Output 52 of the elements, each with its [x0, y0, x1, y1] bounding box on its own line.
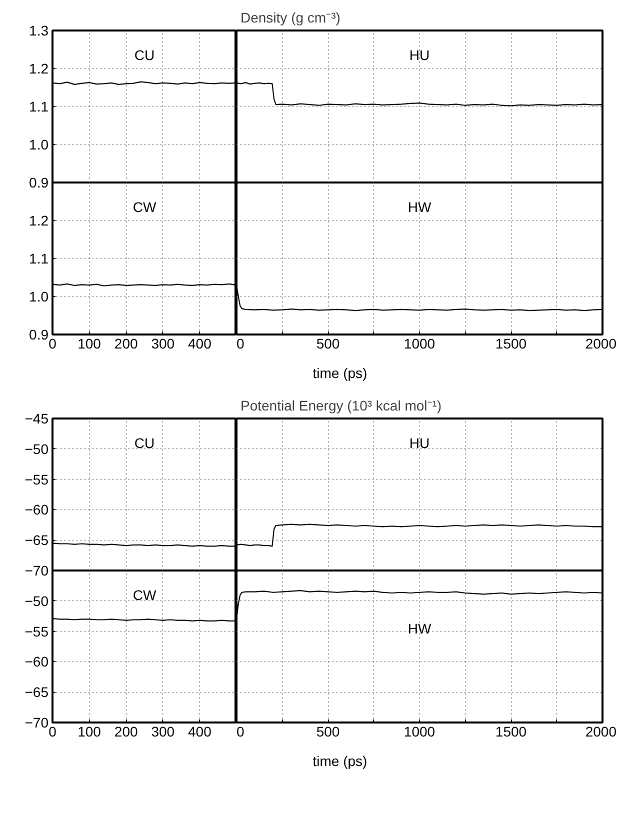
- x-tick-label: 0: [236, 724, 244, 740]
- y-tick-label: −55: [24, 623, 49, 640]
- x-axis-title: time (ps): [312, 752, 368, 771]
- y-tick-label: 1.2: [29, 60, 49, 76]
- annotation: HU: [409, 46, 430, 63]
- x-tick-label: 200: [114, 336, 138, 352]
- y-tick-label: −70: [24, 714, 49, 730]
- annotation: HW: [408, 620, 432, 636]
- chart-title: Density (g cm⁻³): [240, 10, 340, 26]
- x-tick-label: 300: [151, 336, 175, 352]
- x-tick-label: 100: [78, 724, 102, 740]
- y-tick-label: −45: [24, 410, 49, 426]
- y-tick-label: −70: [24, 562, 49, 578]
- x-tick-label: 1000: [404, 724, 436, 740]
- x-tick-label: 400: [188, 336, 212, 352]
- x-tick-label: 1000: [404, 336, 436, 352]
- x-tick-label: 1500: [495, 724, 527, 740]
- x-tick-label: 400: [188, 724, 212, 740]
- x-tick-label: 2000: [585, 724, 617, 740]
- x-tick-label: 0: [236, 336, 244, 352]
- x-tick-label: 2000: [585, 336, 617, 352]
- y-tick-label: −60: [24, 502, 49, 518]
- x-tick-label: 500: [316, 336, 340, 352]
- annotation: CW: [132, 198, 157, 215]
- x-tick-label: 500: [316, 724, 340, 740]
- y-tick-label: 0.9: [29, 174, 49, 190]
- x-tick-label: 0: [48, 724, 57, 740]
- x-tick-label: 300: [151, 724, 175, 740]
- y-tick-label: 1.1: [29, 250, 49, 266]
- x-tick-label: 1500: [495, 336, 527, 352]
- annotation: HU: [409, 434, 430, 451]
- y-tick-label: 1.1: [29, 98, 49, 114]
- y-tick-label: 1.0: [29, 288, 49, 304]
- y-tick-label: −55: [24, 471, 49, 488]
- y-tick-label: −65: [24, 684, 49, 700]
- y-tick-label: −60: [24, 654, 49, 670]
- annotation: CU: [134, 434, 155, 451]
- y-tick-label: 1.2: [29, 212, 49, 228]
- chart-title: Potential Energy (10³ kcal mol⁻¹): [240, 398, 442, 414]
- annotation: CU: [134, 46, 155, 63]
- y-tick-label: −50: [24, 440, 49, 457]
- y-tick-label: −50: [24, 592, 49, 609]
- x-tick-label: 200: [114, 724, 138, 740]
- annotation: CW: [132, 586, 157, 603]
- x-tick-label: 0: [48, 336, 57, 352]
- y-tick-label: −65: [24, 532, 49, 548]
- x-axis-title: time (ps): [312, 364, 368, 383]
- annotation: HW: [408, 198, 432, 215]
- y-tick-label: 0.9: [29, 326, 49, 342]
- x-tick-label: 100: [78, 336, 102, 352]
- y-tick-label: 1.3: [29, 22, 49, 38]
- y-tick-label: 1.0: [29, 136, 49, 152]
